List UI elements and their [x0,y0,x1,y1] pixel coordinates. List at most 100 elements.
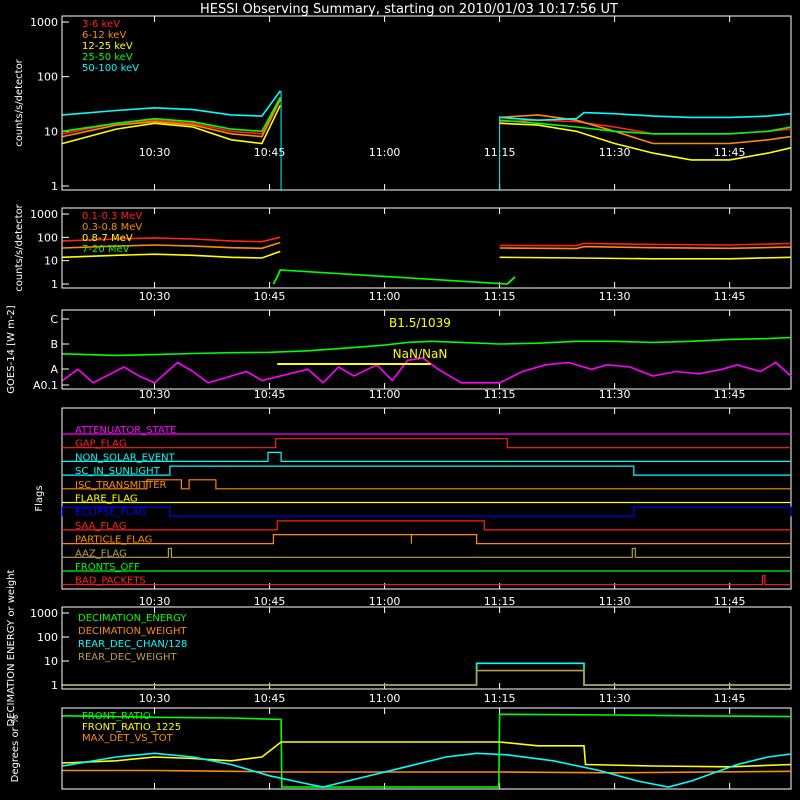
legend-entry: 3-6 keV [82,19,120,30]
series-line [499,119,792,135]
x-tick-label: 10:45 [254,692,286,705]
x-tick-label: 11:00 [369,388,401,401]
flag-label: FLARE_FLAG [75,494,138,505]
x-tick-label: 11:45 [714,595,746,608]
series-line [272,269,516,285]
series-line [62,713,792,788]
x-tick-label: 11:45 [714,692,746,705]
x-tick-label: 11:30 [599,146,631,159]
flag-label: BAD_PACKETS [75,576,146,587]
series-line [499,242,792,247]
panel-frame-3 [61,407,792,590]
legend-entry: 0.1-0.3 MeV [82,211,142,222]
flag-label: NON_SOLAR_EVENT [75,452,176,463]
y-tick-label: 100 [37,71,58,84]
x-tick-label: 10:30 [139,692,171,705]
series-line [62,96,282,133]
series-line [62,236,281,243]
series-line [62,336,792,357]
x-tick-label: 10:45 [254,290,286,303]
legend-entry: DECIMATION_ENERGY [78,613,187,624]
y-axis-label: counts/s/detector [14,203,25,291]
y-tick-label: 1000 [30,208,58,221]
x-tick-label: 10:30 [139,146,171,159]
flag-label: GAP_FLAG [75,439,127,450]
flag-line [62,547,791,558]
y-tick-label: A [50,363,58,376]
x-tick-label: 10:30 [139,388,171,401]
y-tick-label: 1 [51,278,58,291]
panel-frame-2 [61,309,792,390]
series-line [62,741,792,768]
y-axis-label: Flags [34,485,45,511]
x-tick-label: 11:30 [599,595,631,608]
flag-label: AAZ_FLAG [75,548,127,559]
x-tick-label: 11:30 [599,388,631,401]
series-line [62,357,792,384]
legend-entry: REAR_DEC_WEIGHT [78,652,177,663]
flag-line [62,520,791,531]
y-axis-label: Degrees or % [10,715,21,783]
x-tick-label: 10:45 [254,595,286,608]
y-tick-label: 10 [44,655,58,668]
flag-line [62,533,791,545]
x-tick-label: 11:00 [369,692,401,705]
y-tick-label: 100 [37,231,58,244]
x-tick-label: 11:15 [484,595,516,608]
y-tick-label: B [50,338,58,351]
series-line [62,90,281,117]
legend-entry: 0.8-7 MeV [82,233,133,244]
y-tick-label: A0.1 [33,379,58,392]
legend-entry: 6-12 keV [82,30,126,41]
flag-line [62,479,791,490]
flag-label: PARTICLE_FLAG [75,535,152,546]
y-axis-label: counts/s/detector [14,58,25,146]
x-tick-label: 11:15 [484,388,516,401]
annotation: B1.5/1039 [389,316,451,330]
flag-label: ECLIPSE_FLAG [75,507,146,518]
legend-entry: MAX_DET_VS_TOT [82,733,174,744]
legend-entry: 0.3-0.8 MeV [82,222,142,233]
y-tick-label: 10 [44,255,58,268]
legend-entry: 25-50 keV [82,52,133,63]
x-tick-label: 11:45 [714,290,746,303]
legend-entry: FRONT_RATIO [82,711,151,722]
legend-entry: FRONT_RATIO_1225 [82,722,181,733]
flag-label: SC_IN_SUNLIGHT [75,466,161,477]
flag-line [62,438,791,449]
series-line [62,752,792,788]
x-tick-label: 11:00 [369,146,401,159]
flag-label: SAA_FLAG [75,521,126,532]
y-tick-label: 100 [37,631,58,644]
y-tick-label: 1000 [30,607,58,620]
legend-entry: 12-25 keV [82,41,133,52]
series-line [62,662,791,686]
series-line [62,241,281,250]
series-line [62,99,282,138]
x-tick-label: 11:30 [599,290,631,303]
y-tick-label: 1000 [30,16,58,29]
x-tick-label: 11:30 [599,692,631,705]
y-tick-label: 10 [44,125,58,138]
flag-line [62,451,791,462]
series-line [62,104,282,145]
x-tick-label: 11:00 [369,290,401,303]
series-line [499,122,792,161]
y-tick-label: C [50,313,58,326]
x-tick-label: 10:30 [139,290,171,303]
series-line [499,245,792,250]
series-line [499,114,792,145]
legend-entry: 7-20 MeV [82,244,130,255]
legend-entry: 50-100 keV [82,63,139,74]
x-tick-label: 10:45 [254,388,286,401]
x-tick-label: 11:15 [484,290,516,303]
x-tick-label: 10:30 [139,595,171,608]
x-tick-label: 11:45 [714,146,746,159]
panel-frame-0 [61,15,792,191]
y-tick-label: 1 [51,180,58,193]
legend-entry: REAR_DEC_CHAN/128 [78,639,187,650]
y-axis-label: GOES-14 [W m-2] [6,305,17,393]
x-tick-label: 10:45 [254,146,286,159]
flag-label: FRONTS_OFF [75,562,140,573]
series-line [499,119,792,135]
